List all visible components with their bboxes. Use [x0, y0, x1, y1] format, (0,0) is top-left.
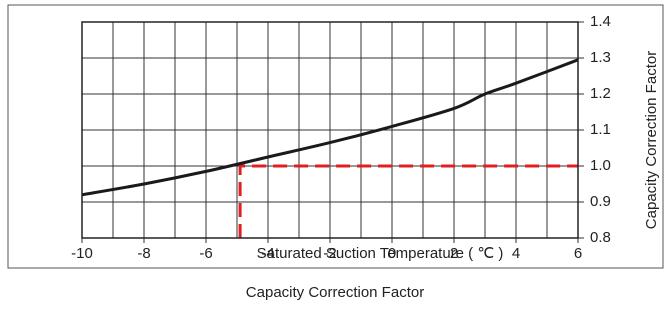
y-tick-label: 1.3 — [590, 49, 611, 66]
x-tick-label: -4 — [261, 245, 274, 262]
x-tick-label: -6 — [199, 245, 212, 262]
x-tick-label: 4 — [512, 245, 520, 262]
x-tick-label: 2 — [450, 245, 458, 262]
caption: Capacity Correction Factor — [246, 284, 424, 301]
frame — [7, 4, 664, 269]
y-tick-label: 1.2 — [590, 85, 611, 102]
x-axis-title: Saturated Suction Temperature ( ℃ ) — [257, 245, 504, 262]
y-tick-label: 1.1 — [590, 121, 611, 138]
guide-line — [238, 164, 578, 238]
y-tick-label: 1.0 — [590, 157, 611, 174]
y-axis-title: Capacity Correction Factor — [643, 51, 660, 229]
x-tick-label: -8 — [137, 245, 150, 262]
y-tick-label: 1.4 — [590, 13, 611, 30]
y-tick-label: 0.9 — [590, 193, 611, 210]
x-tick-label: 6 — [574, 245, 582, 262]
plot-border — [81, 21, 579, 239]
x-tick-label: -10 — [71, 245, 93, 262]
x-tick-label: -2 — [323, 245, 336, 262]
x-tick-label: 0 — [388, 245, 396, 262]
y-tick-label: 0.8 — [590, 229, 611, 246]
curve — [81, 58, 579, 197]
